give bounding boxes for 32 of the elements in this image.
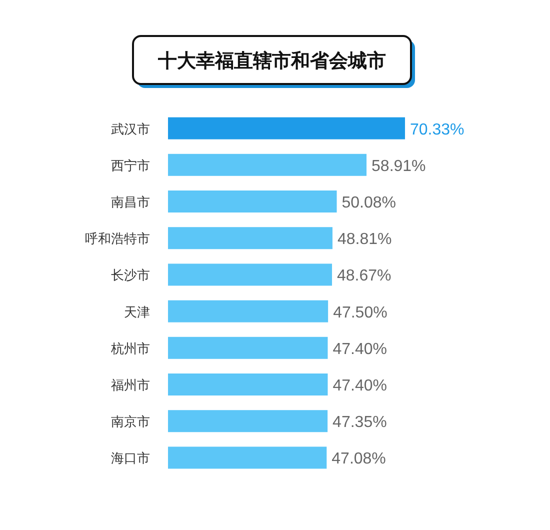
data-label: 70.33% [410, 121, 464, 138]
data-label: 48.67% [337, 268, 392, 285]
data-label: 47.08% [332, 450, 386, 468]
chart-title: 十大幸福直辖市和省会城市 [157, 50, 386, 72]
data-label: 50.08% [342, 194, 396, 212]
bar [168, 264, 332, 286]
data-label: 48.81% [337, 231, 392, 248]
y-tick-label: 呼和浩特市 [85, 231, 150, 246]
y-tick-label: 海口市 [111, 450, 150, 466]
data-label: 47.40% [332, 378, 387, 394]
y-tick-label: 南京市 [111, 414, 150, 430]
y-tick-label: 武汉市 [111, 121, 150, 136]
y-tick-label: 西宁市 [111, 158, 150, 173]
bar [168, 154, 367, 176]
y-tick-label: 杭州市 [110, 340, 150, 356]
bar [168, 410, 328, 432]
y-tick-label: 天津 [124, 304, 150, 320]
data-label: 47.50% [333, 304, 388, 322]
data-label: 47.40% [332, 340, 387, 358]
title: 十大幸福直辖市和省会城市 [132, 35, 415, 88]
bar [168, 227, 332, 250]
bar [168, 336, 328, 359]
y-tick-label: 长沙市 [111, 268, 150, 283]
data-label: 47.35% [332, 414, 387, 432]
bar [168, 300, 328, 322]
bar [168, 190, 337, 212]
bar [168, 117, 405, 140]
bar [168, 374, 328, 396]
data-label: 58.91% [372, 158, 426, 175]
y-tick-label: 福州市 [111, 378, 150, 392]
bar [168, 446, 327, 469]
y-tick-label: 南昌市 [111, 194, 150, 210]
